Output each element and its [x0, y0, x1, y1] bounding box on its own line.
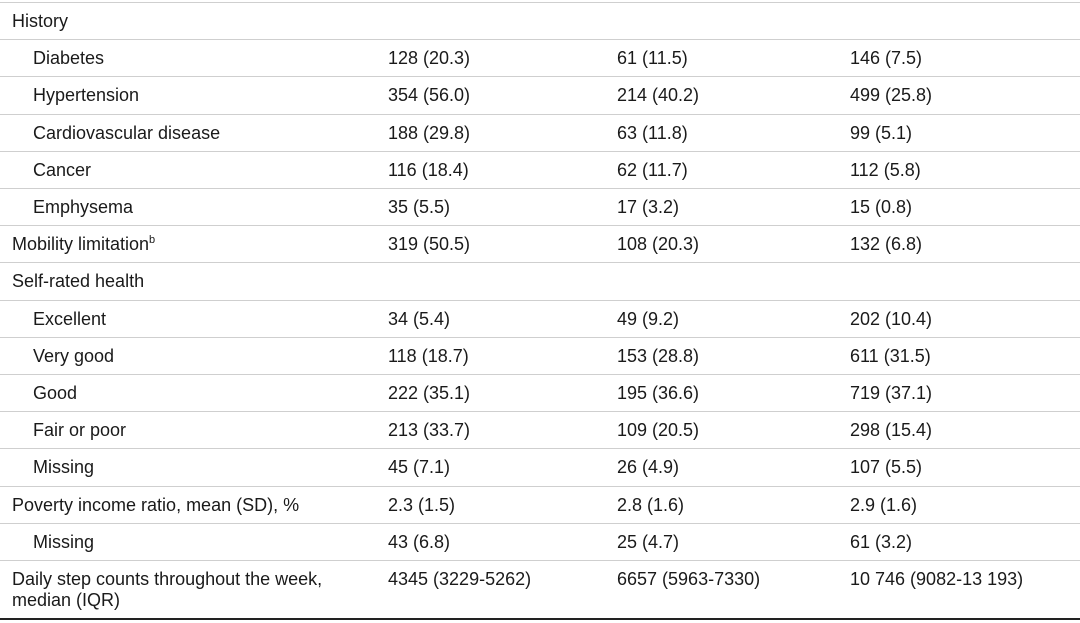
- label-text: Mobility limitation: [12, 234, 150, 255]
- table-row: Very good 118 (18.7) 153 (28.8) 611 (31.5): [0, 336, 1080, 374]
- value-cell: 108 (20.3): [617, 234, 700, 255]
- value-cell: 611 (31.5): [850, 345, 931, 366]
- value-cell: 499 (25.8): [850, 85, 933, 106]
- value-cell: 26 (4.9): [617, 457, 680, 478]
- table-row: Cancer 116 (18.4) 62 (11.7) 112 (5.8): [0, 150, 1080, 188]
- sub-row-label: Diabetes: [33, 48, 393, 69]
- footnote-marker: b: [149, 234, 156, 247]
- table-row: Diabetes 128 (20.3) 61 (11.5) 146 (7.5): [0, 39, 1080, 76]
- label-text: Poverty income ratio, mean (SD), %: [12, 494, 300, 515]
- table-row: Cardiovascular disease 188 (29.8) 63 (11.8…: [0, 113, 1080, 151]
- label-text: Hypertension: [33, 85, 140, 106]
- value-cell: 719 (37.1): [850, 383, 933, 403]
- value-cell: 25 (4.7): [617, 531, 680, 552]
- sub-row-label: Fair or poor: [33, 420, 393, 441]
- sub-row-label: Cardiovascular disease: [33, 123, 393, 144]
- table-row: Fair or poor 213 (33.7) 109 (20.5) 298 (15.…: [0, 411, 1080, 448]
- sub-row-label: Missing: [33, 457, 393, 478]
- table-row: Self-rated health: [0, 262, 1080, 299]
- table-row: Excellent 34 (5.4) 49 (9.2) 202 (10.4): [0, 299, 1080, 337]
- value-cell: 354 (56.0): [388, 85, 471, 106]
- value-cell: 10 746 (9082-13 193): [850, 569, 1024, 589]
- value-cell: 49 (9.2): [617, 308, 680, 329]
- value-cell: 128 (20.3): [388, 48, 471, 69]
- sub-row-label: Cancer: [33, 160, 393, 181]
- value-cell: 99 (5.1): [850, 122, 913, 143]
- table-row: History: [0, 2, 1080, 39]
- value-cell: 118 (18.7): [388, 345, 469, 366]
- value-cell: 17 (3.2): [617, 197, 680, 217]
- value-cell: 153 (28.8): [617, 345, 700, 366]
- table-row: Good 222 (35.1) 195 (36.6) 719 (37.1): [0, 374, 1080, 411]
- label-text: Emphysema: [33, 197, 134, 217]
- table-row: Hypertension 354 (56.0) 214 (40.2) 499 (25.…: [0, 76, 1080, 113]
- label-text: Diabetes: [33, 48, 105, 69]
- sub-row-label: Hypertension: [33, 85, 393, 106]
- value-cell: 61 (11.5): [617, 48, 688, 69]
- value-cell: 319 (50.5): [388, 234, 471, 255]
- bottom-rule: [0, 618, 1080, 620]
- label-text: Cardiovascular disease: [33, 122, 221, 143]
- value-cell: 109 (20.5): [617, 420, 700, 441]
- row-label: History: [12, 11, 372, 32]
- table-row: Daily step counts throughout the week, m…: [0, 560, 1080, 616]
- row-label: Poverty income ratio, mean (SD), %: [12, 495, 372, 516]
- row-label: Self-rated health: [12, 271, 372, 292]
- label-text: History: [12, 11, 69, 31]
- value-cell: 222 (35.1): [388, 383, 471, 403]
- value-cell: 45 (7.1): [388, 457, 451, 478]
- sub-row-label: Very good: [33, 346, 393, 367]
- row-label: Mobility limitationb: [12, 234, 372, 255]
- value-cell: 116 (18.4): [388, 159, 469, 180]
- table-row: Missing 43 (6.8) 25 (4.7) 61 (3.2): [0, 522, 1080, 560]
- label-text: Good: [33, 383, 78, 403]
- label-text: Fair or poor: [33, 420, 127, 441]
- table-row: Poverty income ratio, mean (SD), % 2.3 (1…: [0, 485, 1080, 523]
- value-cell: 202 (10.4): [850, 308, 933, 329]
- value-cell: 112 (5.8): [850, 159, 921, 180]
- sub-row-label: Missing: [33, 532, 393, 553]
- label-text: Daily step counts throughout the week, m…: [12, 569, 323, 610]
- label-text: Self-rated health: [12, 271, 145, 292]
- value-cell: 35 (5.5): [388, 197, 451, 217]
- sub-row-label: Excellent: [33, 309, 393, 330]
- value-cell: 195 (36.6): [617, 383, 700, 403]
- sub-row-label: Good: [33, 383, 393, 404]
- value-cell: 214 (40.2): [617, 85, 700, 106]
- value-cell: 107 (5.5): [850, 457, 923, 478]
- table-row: Missing 45 (7.1) 26 (4.9) 107 (5.5): [0, 448, 1080, 485]
- row-label: Daily step counts throughout the week, m…: [12, 569, 372, 611]
- value-cell: 146 (7.5): [850, 48, 923, 69]
- value-cell: 61 (3.2): [850, 531, 913, 552]
- value-cell: 6657 (5963-7330): [617, 569, 761, 589]
- value-cell: 34 (5.4): [388, 308, 451, 329]
- value-cell: 2.8 (1.6): [617, 494, 685, 515]
- value-cell: 4345 (3229-5262): [388, 569, 532, 589]
- value-cell: 15 (0.8): [850, 197, 913, 217]
- label-text: Excellent: [33, 308, 107, 329]
- value-cell: 298 (15.4): [850, 420, 933, 441]
- table-row: Mobility limitationb 319 (50.5) 108 (20.3)…: [0, 225, 1080, 262]
- label-text: Missing: [33, 531, 95, 552]
- sub-row-label: Emphysema: [33, 197, 393, 218]
- label-text: Cancer: [33, 159, 92, 180]
- value-cell: 132 (6.8): [850, 234, 923, 255]
- value-cell: 2.3 (1.5): [388, 494, 456, 515]
- value-cell: 62 (11.7): [617, 159, 688, 180]
- value-cell: 213 (33.7): [388, 420, 471, 441]
- label-text: Missing: [33, 457, 95, 478]
- value-cell: 63 (11.8): [617, 122, 688, 143]
- table-row: Emphysema 35 (5.5) 17 (3.2) 15 (0.8): [0, 188, 1080, 225]
- value-cell: 188 (29.8): [388, 122, 471, 143]
- label-text: Very good: [33, 345, 115, 366]
- value-cell: 43 (6.8): [388, 531, 451, 552]
- value-cell: 2.9 (1.6): [850, 494, 918, 515]
